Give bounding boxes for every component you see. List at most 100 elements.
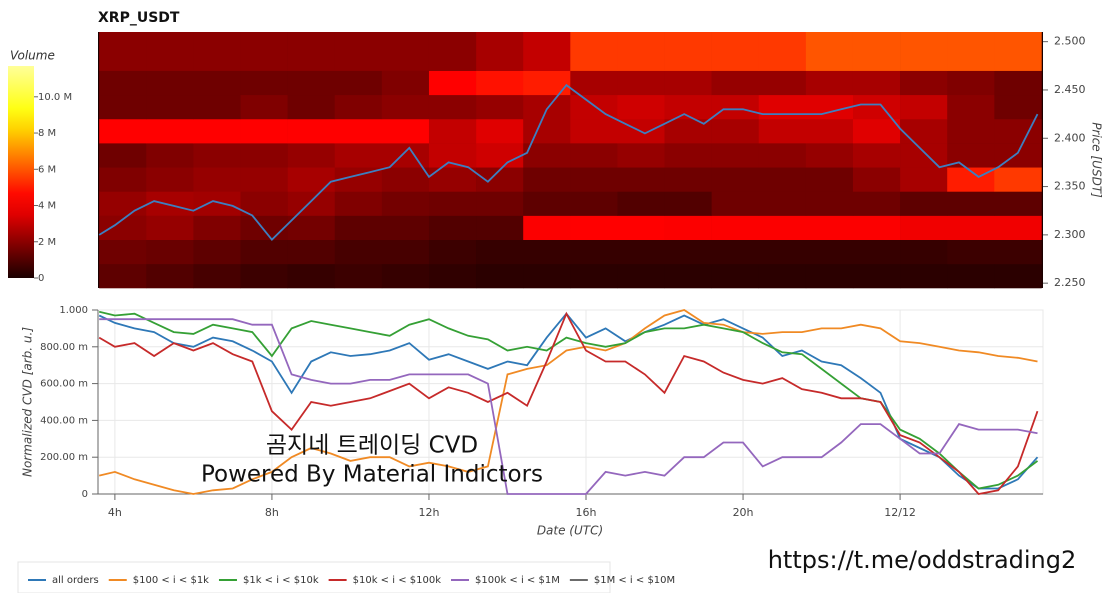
heatmap-cell	[617, 191, 665, 216]
heatmap-cell	[99, 143, 147, 168]
heatmap-cell	[146, 70, 194, 96]
heatmap-cell	[570, 70, 618, 96]
heatmap-cell	[711, 143, 760, 168]
heatmap-cell	[664, 143, 712, 168]
heatmap-cell	[570, 32, 618, 71]
heatmap-cell	[570, 263, 618, 289]
heatmap-cell	[240, 118, 288, 144]
heatmap-cell	[947, 32, 995, 71]
cvd-axis-label: Normalized CVD [arb. u.]	[21, 327, 35, 477]
heatmap-cell	[617, 215, 665, 240]
x-tick-label: 16h	[576, 506, 597, 519]
heatmap-cell	[805, 191, 854, 216]
heatmap-cell	[428, 70, 477, 96]
heatmap-cell	[193, 32, 241, 71]
y-tick-label: 1.000	[59, 305, 88, 316]
heatmap-cell	[805, 239, 854, 265]
price-tick-label: 2.250	[1054, 276, 1086, 289]
cvd-line	[98, 309, 1038, 495]
heatmap-cell	[758, 263, 807, 289]
heatmap-cell	[900, 191, 948, 216]
heatmap-cell	[193, 263, 241, 289]
cvd-line	[99, 318, 1038, 495]
heatmap-cell	[287, 239, 336, 265]
heatmap-cell	[428, 239, 477, 265]
heatmap-cell	[99, 191, 147, 216]
price-tick-label: 2.500	[1054, 35, 1086, 48]
heatmap-cell	[994, 167, 1042, 192]
heatmap-cell	[852, 191, 901, 216]
heatmap-cell	[146, 263, 194, 289]
heatmap-cell	[476, 143, 524, 168]
heatmap-cell	[852, 70, 901, 96]
heatmap-cell	[617, 70, 665, 96]
colorbar-tick-label: 10.0 M	[38, 92, 72, 103]
heatmap-cell	[947, 118, 995, 144]
x-tick-label: 12/12	[884, 506, 916, 519]
heatmap-cell	[523, 70, 571, 96]
heatmap-cell	[664, 70, 712, 96]
heatmap-cell	[617, 263, 665, 289]
price-tick-label: 2.400	[1054, 131, 1086, 144]
heatmap-cell	[381, 143, 430, 168]
heatmap-cell	[287, 191, 336, 216]
heatmap-cell	[664, 191, 712, 216]
colorbar-title: Volume	[10, 49, 55, 63]
heatmap-cell	[240, 167, 288, 192]
heatmap-cell	[428, 32, 477, 71]
heatmap-cell	[240, 191, 288, 216]
heatmap-cell	[947, 239, 995, 265]
heatmap-cell	[193, 94, 241, 120]
heatmap-cell	[99, 239, 147, 265]
heatmap-cell	[852, 263, 901, 289]
heatmap-cell	[758, 32, 807, 71]
legend-label: all orders	[52, 575, 99, 586]
heatmap-cell	[852, 167, 901, 192]
heatmap-cell	[994, 118, 1042, 144]
heatmap-cell	[146, 167, 194, 192]
heatmap-cell	[146, 32, 194, 71]
heatmap-cell	[146, 118, 194, 144]
x-tick-label: 20h	[733, 506, 754, 519]
legend-box	[17, 561, 611, 594]
y-tick-label: 800.00 m	[40, 342, 88, 353]
legend-label: $1k < i < $10k	[243, 575, 319, 586]
heatmap-cell	[523, 94, 571, 120]
plot-frame	[97, 309, 1044, 495]
colorbar	[8, 66, 34, 278]
heatmap-cell	[287, 143, 336, 168]
heatmap-cell	[334, 239, 383, 265]
heatmap-cell	[381, 191, 430, 216]
heatmap-cell	[617, 94, 665, 120]
heatmap-cell	[994, 94, 1042, 120]
cvd-line	[98, 311, 1039, 495]
heatmap-cell	[476, 215, 524, 240]
heatmap-cell	[334, 32, 383, 71]
legend-label: $10k < i < $100k	[353, 575, 442, 586]
heatmap-cell	[570, 118, 618, 144]
heatmap-cell	[947, 191, 995, 216]
heatmap-cell	[240, 215, 288, 240]
heatmap-cell	[617, 239, 665, 265]
heatmap-cell	[664, 167, 712, 192]
heatmap-cell	[570, 215, 618, 240]
heatmap-cell	[711, 263, 760, 289]
heatmap-cell	[900, 263, 948, 289]
heatmap-cell	[334, 70, 383, 96]
heatmap-cell	[805, 118, 854, 144]
heatmap-cell	[381, 94, 430, 120]
heatmap-cell	[523, 215, 571, 240]
heatmap-cell	[664, 32, 712, 71]
heatmap-cell	[287, 167, 336, 192]
x-tick-label: 4h	[108, 506, 122, 519]
price-line	[98, 83, 1039, 242]
heatmap-cell	[570, 143, 618, 168]
heatmap-cell	[994, 32, 1042, 71]
heatmap-cell	[193, 215, 241, 240]
heatmap-cell	[428, 263, 477, 289]
heatmap-cell	[381, 32, 430, 71]
heatmap-cell	[758, 215, 807, 240]
heatmap-cell	[146, 191, 194, 216]
y-tick-label: 600.00 m	[40, 379, 88, 390]
heatmap-cell	[900, 215, 948, 240]
